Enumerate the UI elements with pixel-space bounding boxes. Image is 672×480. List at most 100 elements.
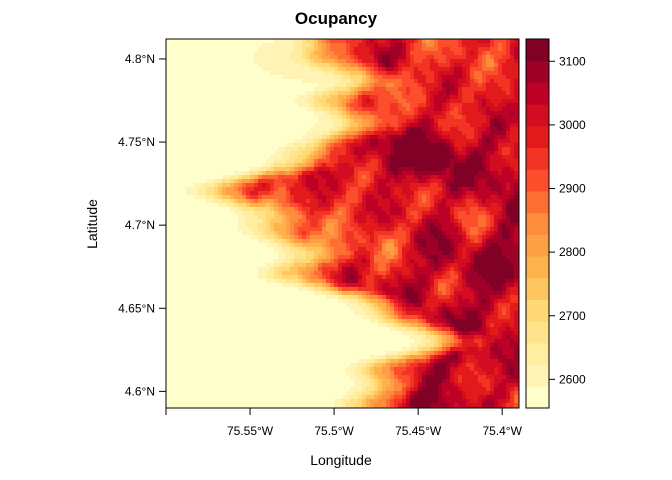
heatmap-cell	[354, 239, 359, 244]
heatmap-cell	[250, 75, 255, 80]
heatmap-cell	[278, 247, 283, 252]
heatmap-cell	[270, 139, 275, 144]
heatmap-cell	[230, 251, 235, 256]
heatmap-cell	[486, 163, 491, 168]
heatmap-cell	[410, 71, 415, 76]
heatmap-cell	[366, 203, 371, 208]
heatmap-cell	[258, 235, 263, 240]
heatmap-cell	[298, 175, 303, 180]
heatmap-cell	[470, 203, 475, 208]
heatmap-cell	[454, 255, 459, 260]
heatmap-cell	[466, 211, 471, 216]
heatmap-cell	[242, 199, 247, 204]
heatmap-cell	[462, 63, 467, 68]
heatmap-cell	[510, 203, 515, 208]
heatmap-cell	[250, 63, 255, 68]
heatmap-cell	[230, 127, 235, 132]
heatmap-cell	[270, 55, 275, 60]
heatmap-cell	[342, 39, 347, 44]
heatmap-cell	[198, 159, 203, 164]
heatmap-cell	[406, 131, 411, 136]
heatmap-cell	[430, 39, 435, 44]
heatmap-cell	[238, 227, 243, 232]
heatmap-cell	[494, 207, 499, 212]
heatmap-cell	[298, 259, 303, 264]
heatmap-cell	[210, 67, 215, 72]
heatmap-cell	[470, 239, 475, 244]
heatmap-cell	[178, 179, 183, 184]
heatmap-cell	[390, 251, 395, 256]
heatmap-cell	[210, 211, 215, 216]
heatmap-cell	[362, 79, 367, 84]
heatmap-cell	[190, 123, 195, 128]
heatmap-cell	[250, 143, 255, 148]
heatmap-cell	[486, 203, 491, 208]
heatmap-cell	[310, 255, 315, 260]
heatmap-cell	[450, 55, 455, 60]
heatmap-cell	[286, 107, 291, 112]
heatmap-cell	[238, 143, 243, 148]
heatmap-cell	[330, 171, 335, 176]
heatmap-cell	[210, 79, 215, 84]
heatmap-cell	[482, 79, 487, 84]
heatmap-cell	[410, 115, 415, 120]
heatmap-cell	[210, 111, 215, 116]
heatmap-cell	[230, 67, 235, 72]
heatmap-cell	[182, 127, 187, 132]
heatmap-cell	[378, 223, 383, 228]
heatmap-cell	[298, 115, 303, 120]
heatmap-cell	[318, 111, 323, 116]
heatmap-cell	[230, 207, 235, 212]
heatmap-cell	[210, 155, 215, 160]
heatmap-cell	[178, 103, 183, 108]
heatmap-cell	[218, 103, 223, 108]
heatmap-cell	[478, 199, 483, 204]
heatmap-cell	[282, 259, 287, 264]
heatmap-cell	[190, 187, 195, 192]
heatmap-cell	[202, 251, 207, 256]
heatmap-cell	[470, 235, 475, 240]
heatmap-cell	[438, 259, 443, 264]
heatmap-cell	[330, 43, 335, 48]
heatmap-cell	[186, 95, 191, 100]
heatmap-cell	[418, 43, 423, 48]
heatmap-cell	[202, 195, 207, 200]
heatmap-cell	[406, 251, 411, 256]
heatmap-cell	[394, 51, 399, 56]
heatmap-cell	[454, 143, 459, 148]
heatmap-cell	[374, 223, 379, 228]
heatmap-cell	[474, 139, 479, 144]
heatmap-cell	[454, 91, 459, 96]
heatmap-cell	[194, 239, 199, 244]
heatmap-cell	[422, 55, 427, 60]
heatmap-cell	[478, 99, 483, 104]
heatmap-cell	[326, 239, 331, 244]
heatmap-cell	[366, 51, 371, 56]
heatmap-cell	[290, 259, 295, 264]
heatmap-cell	[438, 63, 443, 68]
heatmap-cell	[506, 199, 511, 204]
heatmap-cell	[270, 123, 275, 128]
heatmap-cell	[202, 63, 207, 68]
heatmap-cell	[206, 211, 211, 216]
heatmap-cell	[198, 195, 203, 200]
heatmap-cell	[338, 135, 343, 140]
heatmap-cell	[502, 111, 507, 116]
heatmap-cell	[410, 59, 415, 64]
heatmap-cell	[462, 99, 467, 104]
heatmap-cell	[510, 147, 515, 152]
heatmap-cell	[454, 239, 459, 244]
heatmap-cell	[354, 91, 359, 96]
heatmap-cell	[418, 239, 423, 244]
heatmap-cell	[394, 251, 399, 256]
heatmap-cell	[206, 111, 211, 116]
heatmap-cell	[334, 71, 339, 76]
heatmap-cell	[406, 91, 411, 96]
heatmap-cell	[362, 59, 367, 64]
heatmap-cell	[330, 179, 335, 184]
heatmap-cell	[434, 175, 439, 180]
heatmap-cell	[302, 251, 307, 256]
heatmap-cell	[294, 83, 299, 88]
heatmap-cell	[302, 87, 307, 92]
heatmap-cell	[374, 147, 379, 152]
